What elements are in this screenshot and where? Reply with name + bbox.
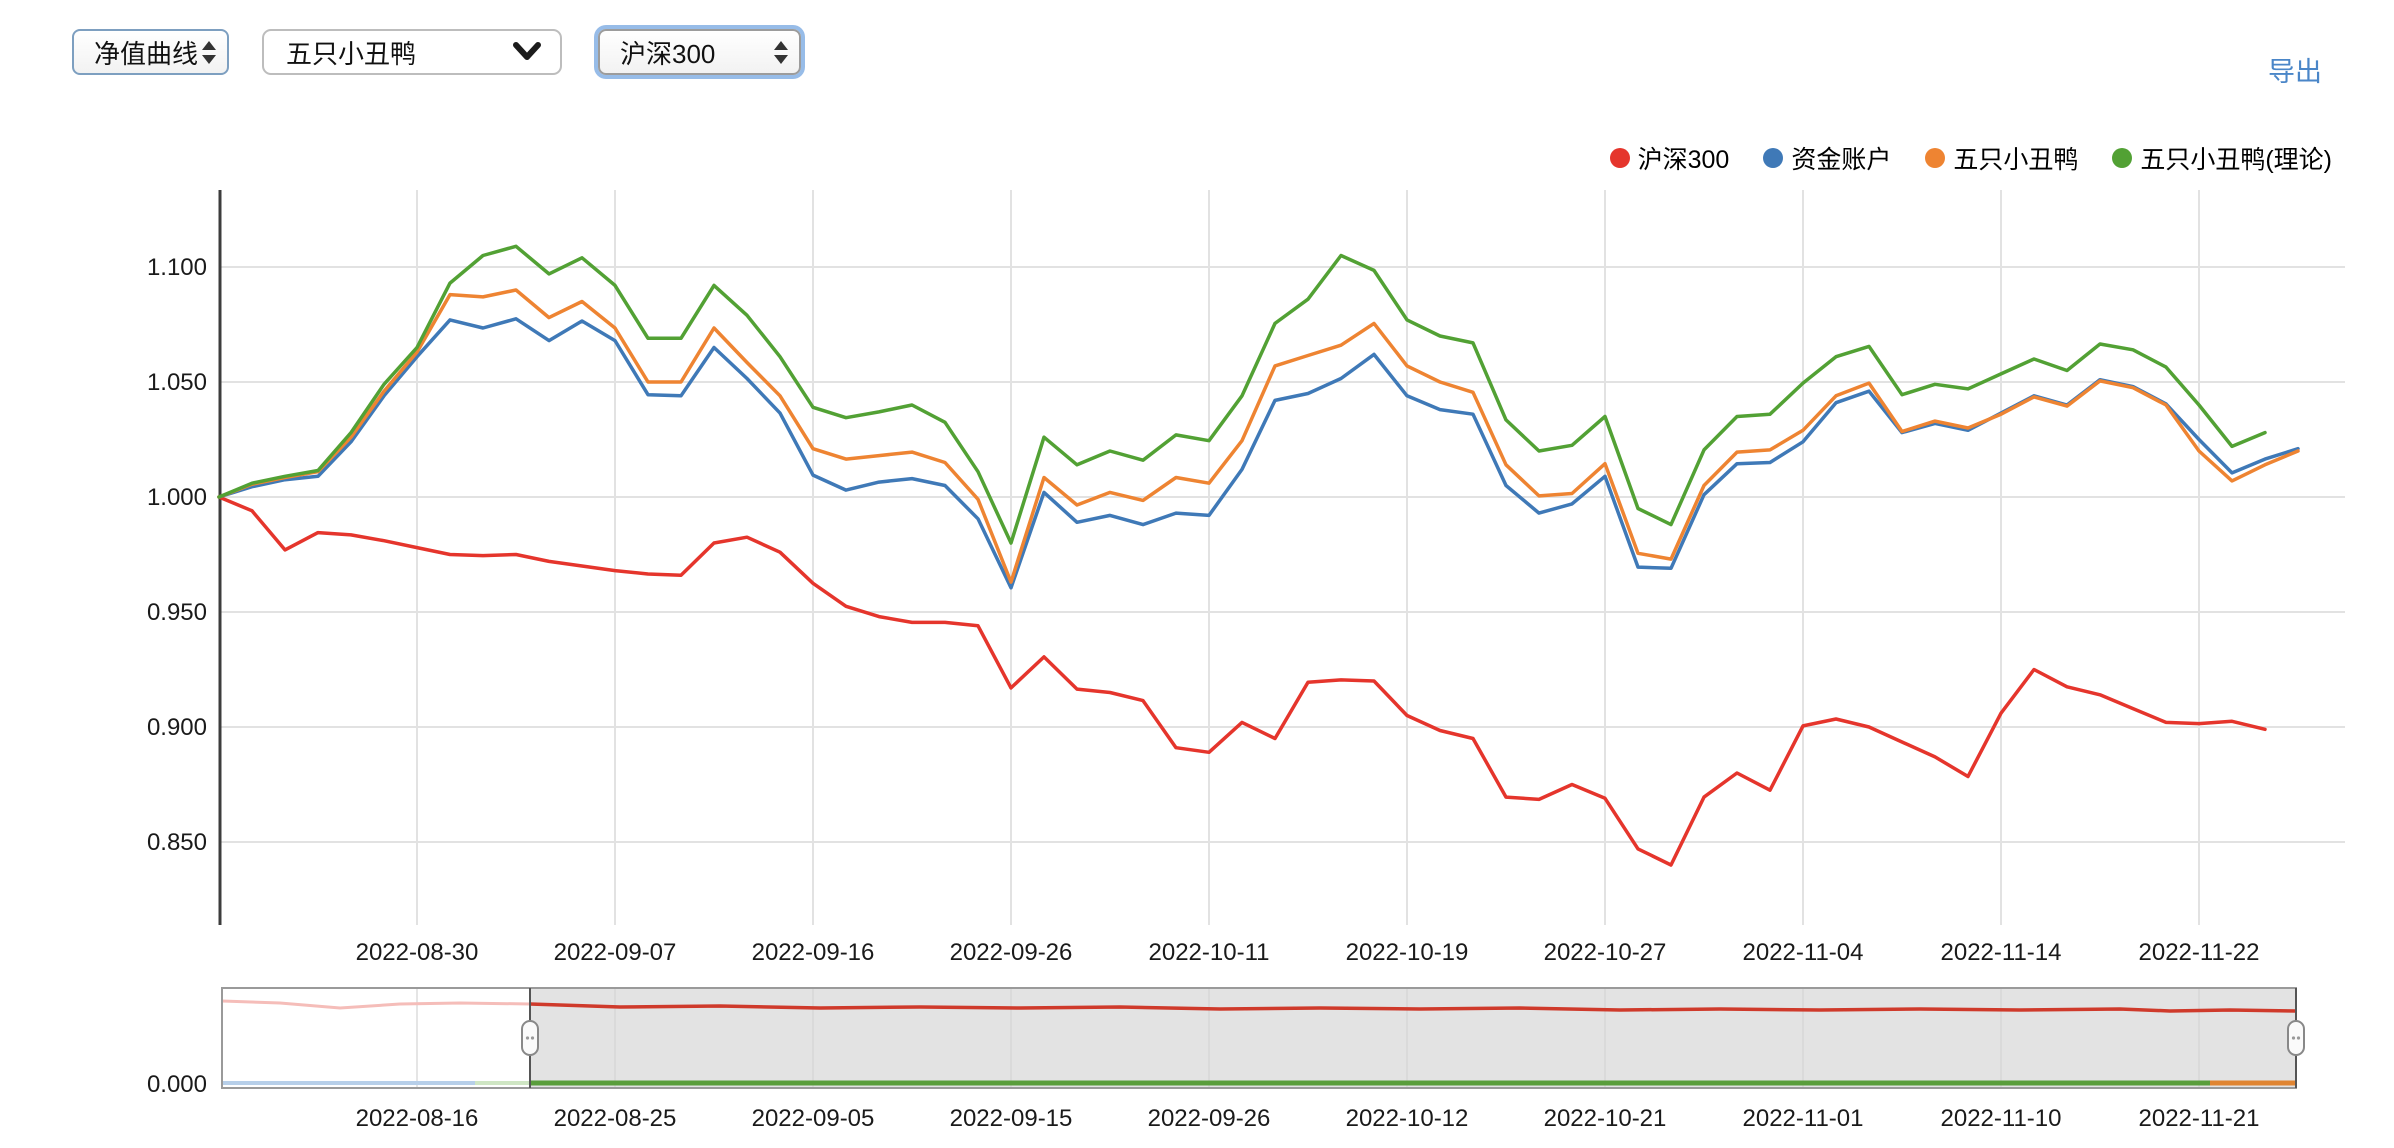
legend-item-strategy-theory[interactable]: 五只小丑鸭(理论) — [2112, 140, 2332, 176]
svg-text:2022-10-19: 2022-10-19 — [1346, 939, 1469, 966]
svg-text:2022-11-22: 2022-11-22 — [2139, 939, 2260, 966]
svg-text:2022-11-04: 2022-11-04 — [1743, 939, 1864, 966]
benchmark-select[interactable]: 沪深300 — [598, 29, 801, 75]
navigator-selected-range[interactable] — [530, 988, 2296, 1088]
benchmark-select-value: 沪深300 — [620, 38, 716, 69]
series-line-red — [217, 495, 2267, 867]
svg-text:2022-09-26: 2022-09-26 — [950, 939, 1073, 966]
navigator-index-line-faded — [221, 999, 531, 1010]
svg-text:2022-11-10: 2022-11-10 — [1941, 1105, 2062, 1132]
svg-text:2022-09-07: 2022-09-07 — [554, 939, 677, 966]
navigator-right-handle[interactable] — [2287, 988, 2305, 1088]
legend-item-account[interactable]: 资金账户 — [1763, 140, 1891, 176]
series-line-blue — [217, 317, 2300, 590]
navigator-index-line — [529, 1002, 2297, 1013]
strategy-select-value: 五只小丑鸭 — [286, 38, 417, 69]
strategy-select[interactable]: 五只小丑鸭 — [262, 29, 562, 75]
series-lines — [217, 244, 2300, 867]
legend-item-strategy[interactable]: 五只小丑鸭 — [1925, 140, 2078, 176]
svg-text:0.000: 0.000 — [147, 1071, 207, 1098]
series-line-orange — [217, 288, 2300, 584]
svg-text:2022-09-05: 2022-09-05 — [752, 1105, 875, 1132]
chart-legend: 沪深300 资金账户 五只小丑鸭 五只小丑鸭(理论) — [1609, 140, 2332, 176]
select-spinner-icon — [773, 40, 789, 64]
svg-text:2022-11-01: 2022-11-01 — [1743, 1105, 1864, 1132]
svg-text:1.000: 1.000 — [147, 484, 207, 511]
svg-text:2022-10-27: 2022-10-27 — [1544, 939, 1667, 966]
svg-text:0.950: 0.950 — [147, 599, 207, 626]
svg-text:2022-09-26: 2022-09-26 — [1148, 1105, 1271, 1132]
svg-text:2022-09-16: 2022-09-16 — [752, 939, 875, 966]
svg-text:0.900: 0.900 — [147, 714, 207, 741]
view-select-value: 净值曲线 — [94, 38, 199, 69]
svg-text:2022-08-30: 2022-08-30 — [356, 939, 479, 966]
svg-text:2022-10-12: 2022-10-12 — [1346, 1105, 1469, 1132]
legend-dot-orange — [1925, 148, 1946, 168]
svg-text:2022-09-15: 2022-09-15 — [950, 1105, 1073, 1132]
series-line-green — [217, 244, 2267, 545]
export-link[interactable]: 导出 — [2268, 57, 2322, 87]
svg-text:0.850: 0.850 — [147, 829, 207, 856]
svg-text:2022-10-11: 2022-10-11 — [1149, 939, 1270, 966]
axis-labels: 1.100 1.050 1.000 0.950 0.900 0.850 2022-08-30… — [147, 254, 2260, 966]
legend-dot-green — [2112, 148, 2133, 168]
svg-text:1.100: 1.100 — [147, 254, 207, 281]
svg-text:2022-08-16: 2022-08-16 — [356, 1105, 479, 1132]
navigator-left-handle[interactable] — [521, 988, 539, 1088]
svg-text:2022-11-21: 2022-11-21 — [2139, 1105, 2260, 1132]
view-select[interactable]: 净值曲线 — [72, 29, 229, 75]
svg-text:2022-10-21: 2022-10-21 — [1544, 1105, 1667, 1132]
svg-text:1.050: 1.050 — [147, 369, 207, 396]
svg-text:2022-11-14: 2022-11-14 — [1941, 939, 2062, 966]
select-spinner-icon — [201, 40, 217, 64]
svg-text:2022-08-25: 2022-08-25 — [554, 1105, 677, 1132]
range-navigator[interactable] — [221, 987, 2305, 1089]
legend-dot-red — [1609, 148, 1630, 168]
navigator-labels: 0.000 2022-08-16 2022-08-25 2022-09-05 2022-… — [147, 1071, 2260, 1132]
legend-dot-blue — [1763, 148, 1784, 168]
toolbar: 净值曲线 五只小丑鸭 沪深300 导出 — [0, 0, 2394, 110]
legend-item-hs300[interactable]: 沪深300 — [1609, 140, 1729, 176]
chevron-down-icon — [512, 42, 542, 62]
